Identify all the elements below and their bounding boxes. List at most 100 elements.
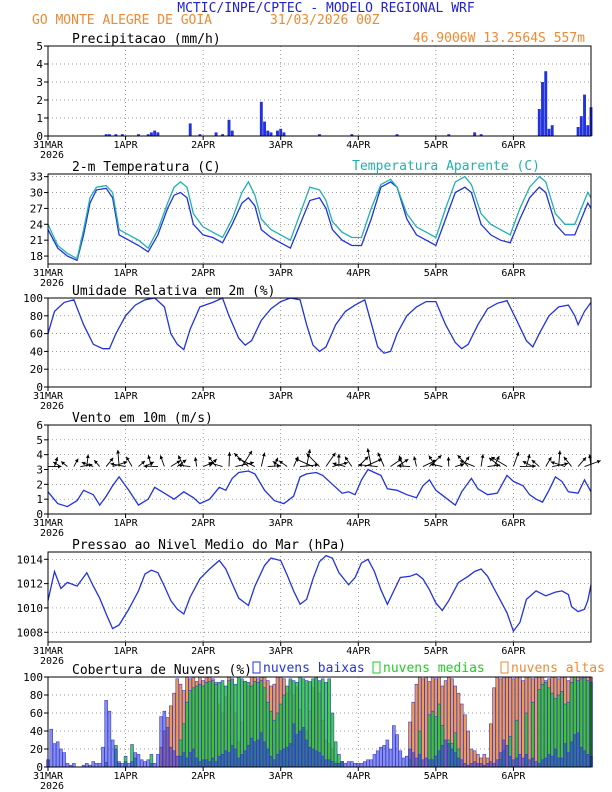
wind-arrow-head: [377, 452, 382, 457]
data-bar: [272, 759, 277, 768]
data-bar: [586, 125, 590, 136]
wind-arrow-head: [532, 464, 536, 469]
data-bar: [392, 725, 396, 768]
data-bar: [327, 678, 331, 768]
data-bar: [243, 750, 247, 768]
data-bar: [246, 745, 251, 768]
data-bar: [524, 754, 529, 768]
wind-arrow-head: [208, 456, 213, 461]
wind-arrow-head: [563, 456, 568, 461]
wind-arrow-head: [178, 463, 182, 468]
data-bar: [52, 743, 57, 768]
x-tick-label: 5APR: [424, 771, 449, 782]
wind-arrow-head: [459, 460, 464, 464]
data-bar: [320, 678, 325, 768]
data-bar: [437, 750, 441, 768]
data-bar: [149, 132, 153, 136]
data-bar: [560, 691, 564, 768]
y-tick-label: 21: [30, 234, 43, 247]
panel-6: Cobertura de Nuvens (%) 0 20 40 60 80 100 31MAR…: [23, 663, 593, 792]
x-tick-label: 6APR: [501, 771, 526, 782]
y-tick-label: 30: [30, 187, 43, 200]
data-bar: [311, 748, 315, 768]
panel-5: Pressao ao Nivel Medio do Mar (hPa) 1008 1…: [17, 538, 592, 667]
x-tick-label: 1APR: [114, 391, 139, 402]
wind-arrow-head: [398, 455, 403, 460]
wind-arrow-head: [237, 458, 242, 462]
data-bar: [104, 700, 108, 768]
y-tick-label: 0: [36, 381, 43, 394]
data-bar: [424, 676, 428, 768]
data-bar: [156, 132, 160, 136]
data-bar: [333, 763, 338, 768]
data-bar: [427, 759, 432, 768]
data-bar: [353, 763, 357, 768]
x-tick-label: 1APR: [114, 771, 139, 782]
series-line-umidade: [47, 297, 592, 354]
data-bar: [414, 757, 419, 768]
data-bar: [207, 681, 212, 768]
y-tick-label: 0: [36, 130, 43, 143]
x-tick-label: 3APR: [269, 646, 294, 657]
wind-arrow-head: [582, 457, 587, 462]
wind-arrow-head: [234, 453, 239, 458]
data-bar: [120, 134, 124, 136]
y-tick-label: 33: [30, 171, 43, 184]
x-tick-label: 6APR: [501, 518, 526, 529]
wind-arrow-head: [178, 455, 182, 460]
data-bar: [236, 757, 241, 768]
data-bar: [359, 763, 364, 768]
y-tick-label: 2: [36, 94, 43, 107]
data-bar: [295, 734, 299, 768]
wind-arrow-head: [550, 461, 555, 465]
data-bar: [408, 748, 412, 768]
wind-arrow-head: [250, 461, 254, 466]
data-bar: [401, 757, 406, 768]
data-bar: [207, 761, 212, 768]
x-tick-label: 4APR: [346, 771, 371, 782]
panel-3: Umidade Relativa em 2m (%) 0 20 40 60 80 100 31…: [23, 284, 592, 412]
panel-title: Vento em 10m (m/s): [72, 411, 213, 426]
data-bar: [143, 761, 147, 768]
y-tick-label: 3: [36, 464, 43, 477]
wind-arrow-head: [404, 459, 409, 463]
y-tick-label: 40: [30, 725, 43, 738]
wind-arrow-head: [193, 457, 198, 461]
data-bar: [541, 82, 544, 136]
data-bar: [369, 759, 373, 768]
data-bar: [107, 710, 112, 768]
data-bar: [453, 752, 458, 768]
data-bar: [395, 734, 399, 768]
data-bar: [518, 676, 522, 768]
x-tick-label: 1APR: [114, 646, 139, 657]
wind-arrow-head: [123, 461, 128, 465]
series-line-vento: [47, 468, 592, 508]
data-bar: [221, 134, 224, 136]
cloud-legend-mid: nuvens medias: [383, 661, 485, 676]
wind-arrow-head: [459, 463, 464, 467]
wind-arrow-head: [557, 450, 562, 455]
x-tick-label: 31MAR: [33, 140, 64, 151]
data-bar: [94, 763, 99, 768]
data-bar: [343, 763, 348, 768]
y-tick-label: 1008: [17, 626, 44, 639]
data-bar: [456, 757, 461, 768]
series-line-temperatura: [47, 181, 592, 262]
y-tick-label: 4: [36, 58, 43, 71]
wind-arrow-head: [336, 453, 341, 458]
data-bar: [405, 755, 409, 768]
data-bar: [227, 119, 231, 136]
data-bar: [324, 682, 328, 768]
data-bar: [114, 748, 118, 768]
data-bar: [518, 754, 522, 768]
wind-arrow-head: [446, 456, 451, 461]
data-bar: [421, 759, 425, 768]
data-bar: [385, 739, 390, 768]
data-bar: [489, 723, 493, 768]
data-bar: [521, 757, 525, 768]
wind-arrow-head: [306, 453, 311, 458]
data-bar: [240, 678, 244, 768]
data-bar: [114, 134, 118, 136]
x-year-label: 2026: [40, 150, 64, 161]
